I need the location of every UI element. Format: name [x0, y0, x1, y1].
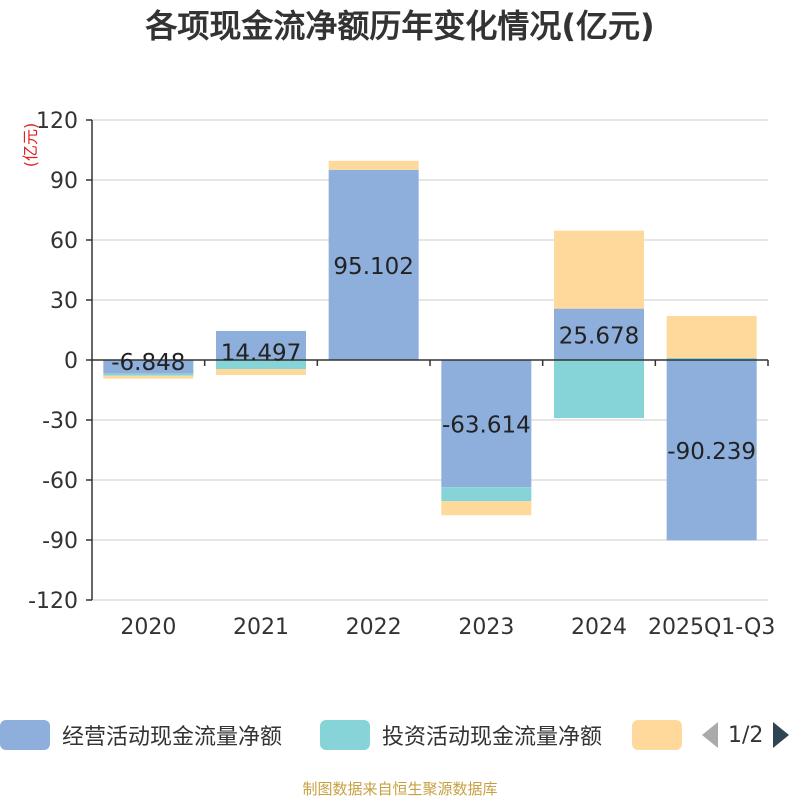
legend-swatch-operating	[0, 720, 50, 750]
x-tick-label-2025Q1-Q3: 2025Q1-Q3	[648, 615, 775, 640]
data-label-2025Q1-Q3: -90.239	[667, 439, 756, 465]
bar-2020-series-1	[103, 373, 194, 376]
bar-2025Q1-Q3-series-0	[666, 360, 757, 541]
x-tick-label-2020: 2020	[120, 615, 176, 640]
legend-item-third-series[interactable]	[632, 718, 682, 752]
gridlines	[92, 119, 768, 601]
bar-2020-series-2	[103, 375, 194, 379]
bar-2021-series-1	[216, 360, 306, 369]
x-tick-label-2022: 2022	[346, 615, 402, 640]
bar-2022-series-2	[328, 160, 419, 170]
legend-swatch-investing	[320, 720, 370, 750]
bar-2024-series-0	[554, 308, 644, 360]
y-tick-label: 0	[64, 349, 78, 374]
next-page-icon[interactable]	[771, 720, 791, 750]
bar-2024-series-2	[554, 230, 644, 309]
legend-page-indicator: 1/2	[728, 722, 764, 748]
bar-2023-series-1	[441, 487, 532, 502]
bar-2025Q1-Q3-series-2	[666, 316, 757, 358]
bar-2022-series-0	[328, 169, 419, 360]
y-tick-label: 120	[36, 109, 78, 134]
y-tick-label: -60	[42, 469, 78, 494]
y-tick-label: 60	[50, 229, 78, 254]
axes: 120 90 60 30 0 -30 -60 -90 -120 2020 2021 2022 2023 2…	[28, 109, 775, 640]
data-label-2020: -6.848	[111, 350, 185, 376]
y-axis-unit-label: (亿元)	[21, 123, 40, 168]
data-labels: -6.848 14.497 95.102 -63.614 25.678 -90.239	[111, 254, 756, 465]
bars	[103, 160, 757, 541]
legend-label-operating: 经营活动现金流量净额	[62, 725, 283, 750]
legend-pager: 1/2	[700, 718, 791, 752]
data-label-2023: -63.614	[442, 413, 531, 439]
chart-title: 各项现金流净额历年变化情况(亿元)	[145, 7, 655, 45]
data-label-2021: 14.497	[221, 341, 301, 367]
legend-item-investing[interactable]: 投资活动现金流量净额	[320, 718, 602, 752]
x-tick-label-2023: 2023	[458, 615, 514, 640]
bar-2023-series-2	[441, 501, 532, 516]
bar-chart: 120 90 60 30 0 -30 -60 -90 -120 2020 2021 2022 2023 2…	[21, 109, 775, 640]
x-tick-label-2024: 2024	[571, 615, 627, 640]
bar-2020-series-0	[103, 360, 194, 374]
prev-page-icon[interactable]	[700, 720, 720, 750]
bar-2021-series-2	[216, 369, 306, 375]
bar-2023-series-0	[441, 360, 532, 488]
y-tick-label: 90	[50, 169, 78, 194]
data-label-2022: 95.102	[333, 254, 413, 280]
x-tick-label-2021: 2021	[233, 615, 289, 640]
bar-2024-series-1	[554, 360, 644, 418]
legend-item-operating[interactable]: 经营活动现金流量净额	[0, 718, 282, 752]
y-tick-label: -120	[28, 589, 78, 614]
legend-swatch-third-series	[632, 720, 682, 750]
bar-2021-series-0	[216, 331, 306, 360]
data-label-2024: 25.678	[559, 323, 639, 349]
data-source-footer: 制图数据来自恒生聚源数据库	[302, 780, 498, 798]
y-tick-label: 30	[50, 289, 78, 314]
legend-label-investing: 投资活动现金流量净额	[382, 725, 603, 750]
bar-2025Q1-Q3-series-1	[666, 358, 757, 360]
y-tick-label: -90	[42, 529, 78, 554]
y-tick-label: -30	[42, 409, 78, 434]
